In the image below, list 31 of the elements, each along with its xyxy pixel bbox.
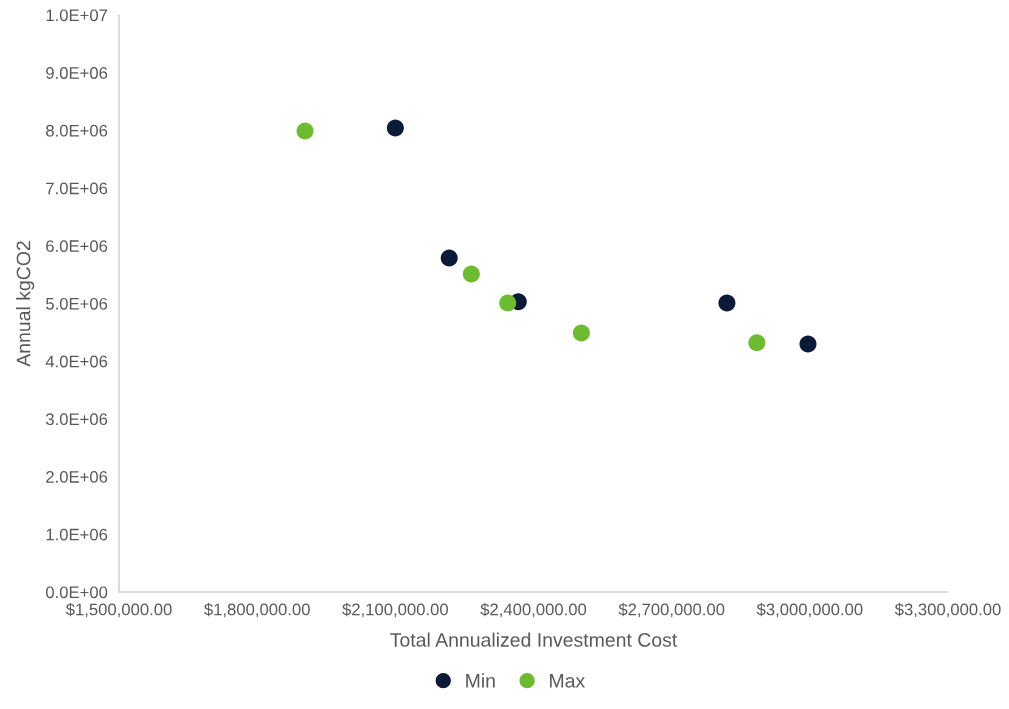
point <box>799 335 817 353</box>
y-tick-label: 7.0E+06 <box>46 182 108 195</box>
y-tick-label: 8.0E+06 <box>46 124 108 137</box>
point <box>718 294 736 312</box>
y-tick-label: 5.0E+06 <box>46 297 108 310</box>
x-tick-label: $2,100,000.00 <box>342 602 448 618</box>
y-tick-label: 1.0E+06 <box>46 528 108 541</box>
y-tick-label: 1.0E+07 <box>46 9 108 22</box>
point <box>296 122 314 140</box>
point <box>572 324 590 342</box>
point <box>462 265 480 283</box>
x-tick-label: $3,000,000.00 <box>756 602 863 618</box>
x-tick-label: $2,400,000.00 <box>480 602 587 618</box>
y-tick-label: 4.0E+06 <box>45 355 108 368</box>
y-tick-label: 3.0E+06 <box>45 413 108 426</box>
legend-label: Max <box>550 674 585 688</box>
legend-label: Min <box>466 673 495 688</box>
x-tick-label: $1,500,000.00 <box>65 602 172 618</box>
point <box>386 119 404 137</box>
point <box>499 294 517 312</box>
y-tick-label: 9.0E+06 <box>46 67 108 79</box>
y-tick-label: 6.0E+06 <box>46 240 108 252</box>
x-tick-label: $2,700,000.00 <box>618 602 725 618</box>
y-tick-label: 2.0E+06 <box>46 471 108 483</box>
x-tick-label: $1,800,000.00 <box>204 602 310 618</box>
x-tick-label: $3,300,000.00 <box>894 602 1001 618</box>
point <box>748 334 766 352</box>
x-axis-title: Total Annualized Investment Cost <box>390 632 678 647</box>
y-tick-label: 0.0E+00 <box>45 586 108 599</box>
point <box>440 249 458 267</box>
y-axis-title: Annual kgCO2 <box>16 241 35 367</box>
